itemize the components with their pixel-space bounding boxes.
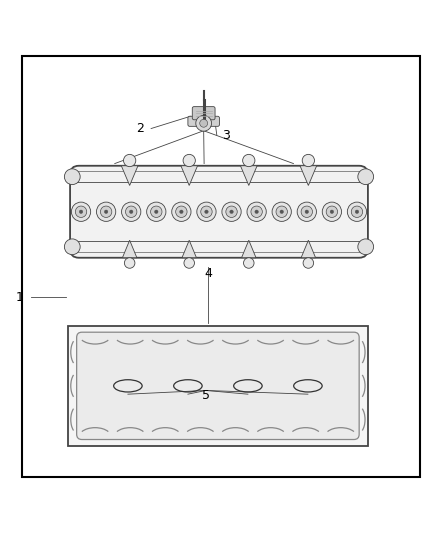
Polygon shape bbox=[182, 240, 197, 258]
Circle shape bbox=[124, 155, 136, 167]
Circle shape bbox=[230, 210, 233, 214]
FancyBboxPatch shape bbox=[77, 332, 359, 440]
Text: 2: 2 bbox=[136, 122, 144, 135]
Circle shape bbox=[172, 202, 191, 221]
Circle shape bbox=[180, 210, 183, 214]
Circle shape bbox=[124, 258, 135, 268]
Circle shape bbox=[64, 169, 80, 184]
Circle shape bbox=[326, 206, 338, 217]
Text: 3: 3 bbox=[222, 128, 230, 142]
Circle shape bbox=[297, 202, 316, 221]
Circle shape bbox=[222, 202, 241, 221]
Circle shape bbox=[96, 202, 116, 221]
Circle shape bbox=[122, 202, 141, 221]
Circle shape bbox=[176, 206, 187, 217]
Circle shape bbox=[272, 202, 291, 221]
Circle shape bbox=[226, 206, 237, 217]
Text: 1: 1 bbox=[16, 290, 24, 304]
Polygon shape bbox=[123, 240, 137, 258]
Circle shape bbox=[64, 239, 80, 255]
Circle shape bbox=[130, 210, 133, 214]
Circle shape bbox=[197, 202, 216, 221]
Circle shape bbox=[196, 115, 212, 131]
Circle shape bbox=[251, 206, 262, 217]
Circle shape bbox=[276, 206, 287, 217]
Circle shape bbox=[151, 206, 162, 217]
Circle shape bbox=[305, 210, 308, 214]
Circle shape bbox=[104, 210, 108, 214]
Circle shape bbox=[200, 119, 208, 127]
FancyBboxPatch shape bbox=[192, 107, 215, 120]
Circle shape bbox=[358, 169, 374, 184]
Circle shape bbox=[280, 210, 283, 214]
Polygon shape bbox=[240, 166, 257, 185]
Circle shape bbox=[351, 206, 363, 217]
FancyBboxPatch shape bbox=[188, 116, 219, 126]
Circle shape bbox=[255, 210, 258, 214]
Circle shape bbox=[147, 202, 166, 221]
Circle shape bbox=[75, 206, 87, 217]
Circle shape bbox=[243, 155, 255, 167]
Circle shape bbox=[79, 210, 83, 214]
Circle shape bbox=[301, 206, 312, 217]
Circle shape bbox=[183, 155, 195, 167]
Circle shape bbox=[100, 206, 112, 217]
Circle shape bbox=[71, 202, 91, 221]
Circle shape bbox=[355, 210, 359, 214]
Circle shape bbox=[347, 202, 367, 221]
Circle shape bbox=[244, 258, 254, 268]
Text: 4: 4 bbox=[204, 266, 212, 280]
Polygon shape bbox=[121, 166, 138, 185]
Circle shape bbox=[205, 210, 208, 214]
Circle shape bbox=[302, 155, 314, 167]
Circle shape bbox=[155, 210, 158, 214]
FancyBboxPatch shape bbox=[70, 166, 368, 258]
Text: 5: 5 bbox=[202, 389, 210, 402]
Circle shape bbox=[126, 206, 137, 217]
Circle shape bbox=[184, 258, 194, 268]
Circle shape bbox=[322, 202, 342, 221]
Circle shape bbox=[358, 239, 374, 255]
Circle shape bbox=[201, 206, 212, 217]
Circle shape bbox=[330, 210, 334, 214]
Polygon shape bbox=[242, 240, 256, 258]
Polygon shape bbox=[181, 166, 198, 185]
Circle shape bbox=[247, 202, 266, 221]
Circle shape bbox=[303, 258, 314, 268]
Polygon shape bbox=[300, 166, 317, 185]
Polygon shape bbox=[301, 240, 315, 258]
Bar bbox=[68, 326, 368, 446]
